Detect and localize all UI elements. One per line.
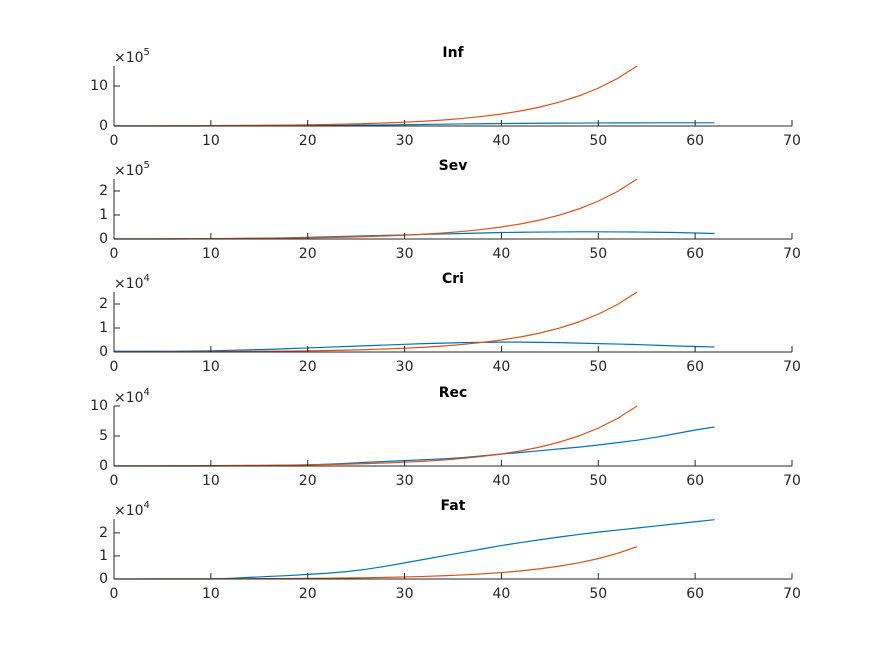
- y-tick-label: 0: [99, 458, 108, 474]
- y-tick-label: 2: [99, 296, 108, 312]
- x-tick-label: 50: [589, 246, 607, 262]
- x-tick-label: 30: [396, 473, 414, 489]
- y-multiplier: ×10: [114, 276, 144, 292]
- y-exponent: 4: [144, 273, 150, 284]
- y-tick-label: 0: [99, 571, 108, 587]
- x-tick-label: 50: [589, 473, 607, 489]
- subplot-title: Cri: [442, 271, 464, 287]
- x-tick-label: 60: [686, 359, 704, 375]
- x-tick-label: 10: [202, 246, 220, 262]
- x-tick-label: 70: [783, 133, 801, 149]
- y-exponent-label: ×105: [114, 160, 150, 179]
- x-tick-label: 30: [396, 246, 414, 262]
- x-tick-label: 10: [202, 359, 220, 375]
- x-tick-label: 60: [686, 246, 704, 262]
- x-tick-label: 20: [299, 359, 317, 375]
- x-tick-label: 30: [396, 133, 414, 149]
- y-exponent: 5: [144, 160, 150, 171]
- y-tick-label: 5: [99, 428, 108, 444]
- x-tick-label: 0: [110, 133, 119, 149]
- y-exponent-label: ×104: [114, 273, 150, 292]
- x-tick-label: 0: [110, 246, 119, 262]
- x-tick-label: 50: [589, 133, 607, 149]
- x-tick-label: 20: [299, 473, 317, 489]
- x-tick-label: 60: [686, 473, 704, 489]
- x-tick-label: 70: [783, 473, 801, 489]
- x-tick-label: 20: [299, 133, 317, 149]
- x-tick-label: 0: [110, 359, 119, 375]
- x-tick-label: 40: [493, 586, 511, 602]
- y-multiplier: ×10: [114, 390, 144, 406]
- subplot-title: Fat: [441, 498, 466, 514]
- series-line: [113, 65, 638, 127]
- y-exponent: 4: [144, 500, 150, 511]
- x-tick-label: 40: [493, 246, 511, 262]
- y-tick-label: 2: [99, 525, 108, 541]
- y-tick-label: 0: [99, 344, 108, 360]
- x-tick-label: 40: [493, 473, 511, 489]
- y-tick-label: 1: [99, 320, 108, 336]
- y-multiplier: ×10: [114, 163, 144, 179]
- x-tick-label: 40: [493, 359, 511, 375]
- x-tick-label: 10: [202, 473, 220, 489]
- subplot-title: Rec: [439, 385, 468, 401]
- x-tick-label: 0: [110, 586, 119, 602]
- x-tick-label: 30: [396, 359, 414, 375]
- x-tick-label: 30: [396, 586, 414, 602]
- y-tick-label: 2: [99, 183, 108, 199]
- x-tick-label: 40: [493, 133, 511, 149]
- series-line: [114, 426, 715, 467]
- y-tick-label: 10: [90, 78, 108, 94]
- x-tick-label: 50: [589, 359, 607, 375]
- series-line: [113, 178, 638, 240]
- y-tick-label: 0: [99, 231, 108, 247]
- y-exponent-label: ×104: [114, 387, 150, 406]
- subplot-title: Sev: [439, 158, 468, 174]
- x-tick-label: 20: [299, 246, 317, 262]
- series-line: [113, 405, 638, 467]
- y-tick-label: 0: [99, 118, 108, 134]
- x-tick-label: 10: [202, 586, 220, 602]
- subplot-title: Inf: [442, 45, 464, 61]
- x-tick-label: 50: [589, 586, 607, 602]
- x-tick-label: 70: [783, 586, 801, 602]
- y-exponent-label: ×104: [114, 500, 150, 519]
- x-tick-label: 0: [110, 473, 119, 489]
- x-tick-label: 60: [686, 133, 704, 149]
- y-multiplier: ×10: [114, 50, 144, 66]
- series-line: [113, 546, 638, 580]
- series-line: [114, 519, 715, 580]
- y-multiplier: ×10: [114, 503, 144, 519]
- x-tick-label: 70: [783, 246, 801, 262]
- y-tick-label: 10: [90, 398, 108, 414]
- x-tick-label: 60: [686, 586, 704, 602]
- y-exponent-label: ×105: [114, 47, 150, 66]
- y-tick-label: 1: [99, 207, 108, 223]
- series-line: [114, 341, 715, 352]
- y-exponent: 5: [144, 47, 150, 58]
- y-tick-label: 1: [99, 548, 108, 564]
- x-tick-label: 70: [783, 359, 801, 375]
- x-tick-label: 20: [299, 586, 317, 602]
- y-exponent: 4: [144, 387, 150, 398]
- series-line: [114, 231, 715, 240]
- x-tick-label: 10: [202, 133, 220, 149]
